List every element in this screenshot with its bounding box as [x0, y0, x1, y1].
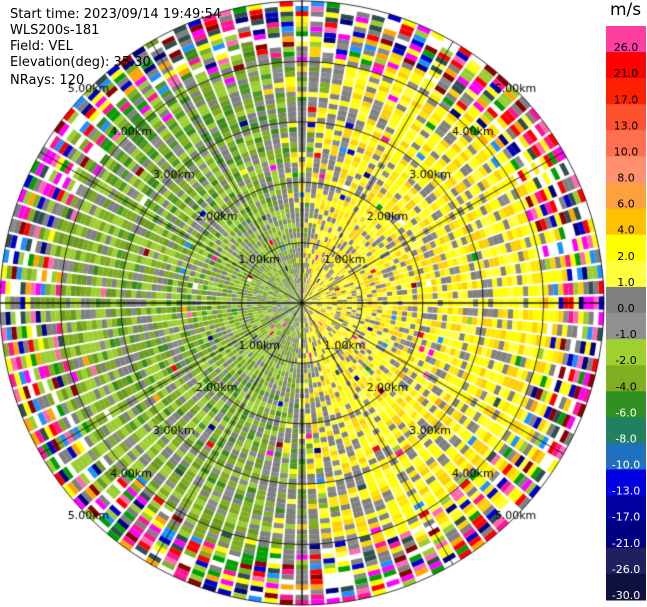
colorbar-tick-label: -30.0	[612, 589, 640, 602]
colorbar-tick-label: -10.0	[612, 459, 640, 472]
colorbar-tick-label: -6.0	[615, 406, 636, 419]
colorbar-tick-label: -17.0	[612, 511, 640, 524]
colorbar-tick-label: 10.0	[614, 145, 639, 158]
colorbar-swatch	[606, 365, 646, 392]
colorbar-tick-label: 21.0	[614, 67, 639, 80]
colorbar-swatch	[606, 182, 646, 210]
instrument-label: WLS200s-181	[10, 23, 100, 38]
colorbar-swatch	[606, 573, 646, 601]
colorbar-swatch	[606, 234, 646, 262]
colorbar-tick-label: -4.0	[615, 380, 636, 393]
colorbar-tick-label: -8.0	[615, 432, 636, 445]
colorbar-tick-label: -26.0	[612, 563, 640, 576]
colorbar-swatch	[606, 313, 646, 340]
colorbar-swatch	[606, 52, 646, 79]
colorbar-tick-label: 13.0	[614, 119, 639, 132]
colorbar-swatch	[606, 469, 646, 497]
colorbar-tick-label: 8.0	[617, 172, 635, 185]
colorbar-unit-label: m/s	[610, 0, 642, 20]
colorbar-swatch	[606, 521, 646, 549]
nrays-label: NRays: 120	[10, 73, 85, 88]
colorbar-swatch	[606, 130, 646, 157]
colorbar-swatch	[606, 495, 646, 523]
colorbar-swatch	[606, 26, 646, 53]
colorbar-tick-label: 2.0	[617, 250, 635, 263]
colorbar-swatch	[606, 156, 646, 184]
colorbar-swatch	[606, 286, 646, 314]
colorbar-swatch	[606, 339, 646, 366]
colorbar-tick-label: 0.0	[617, 302, 635, 315]
colorbar-tick-label: -13.0	[612, 485, 640, 498]
colorbar-swatch	[606, 208, 646, 236]
colorbar-tick-label: -2.0	[615, 354, 636, 367]
colorbar-tick-label: 1.0	[617, 276, 635, 289]
colorbar-swatch	[606, 391, 646, 418]
colorbar-swatch	[606, 260, 646, 288]
field-label: Field: VEL	[10, 39, 73, 54]
colorbar-swatch	[606, 104, 646, 131]
colorbar-tick-label: 26.0	[614, 41, 639, 54]
colorbar-tick-label: 6.0	[617, 198, 635, 211]
colorbar-tick-label: 17.0	[614, 93, 639, 106]
colorbar-swatch	[606, 417, 646, 444]
colorbar-tick-label: -1.0	[615, 328, 636, 341]
colorbar-swatch	[606, 78, 646, 105]
elevation-label: Elevation(deg): 35.30	[10, 55, 151, 70]
colorbar-tick-label: -21.0	[612, 537, 640, 550]
colorbar-swatch	[606, 443, 646, 471]
start-time-label: Start time: 2023/09/14 19:49:54	[10, 7, 222, 22]
colorbar-swatch	[606, 547, 646, 575]
colorbar-tick-label: 4.0	[617, 224, 635, 237]
